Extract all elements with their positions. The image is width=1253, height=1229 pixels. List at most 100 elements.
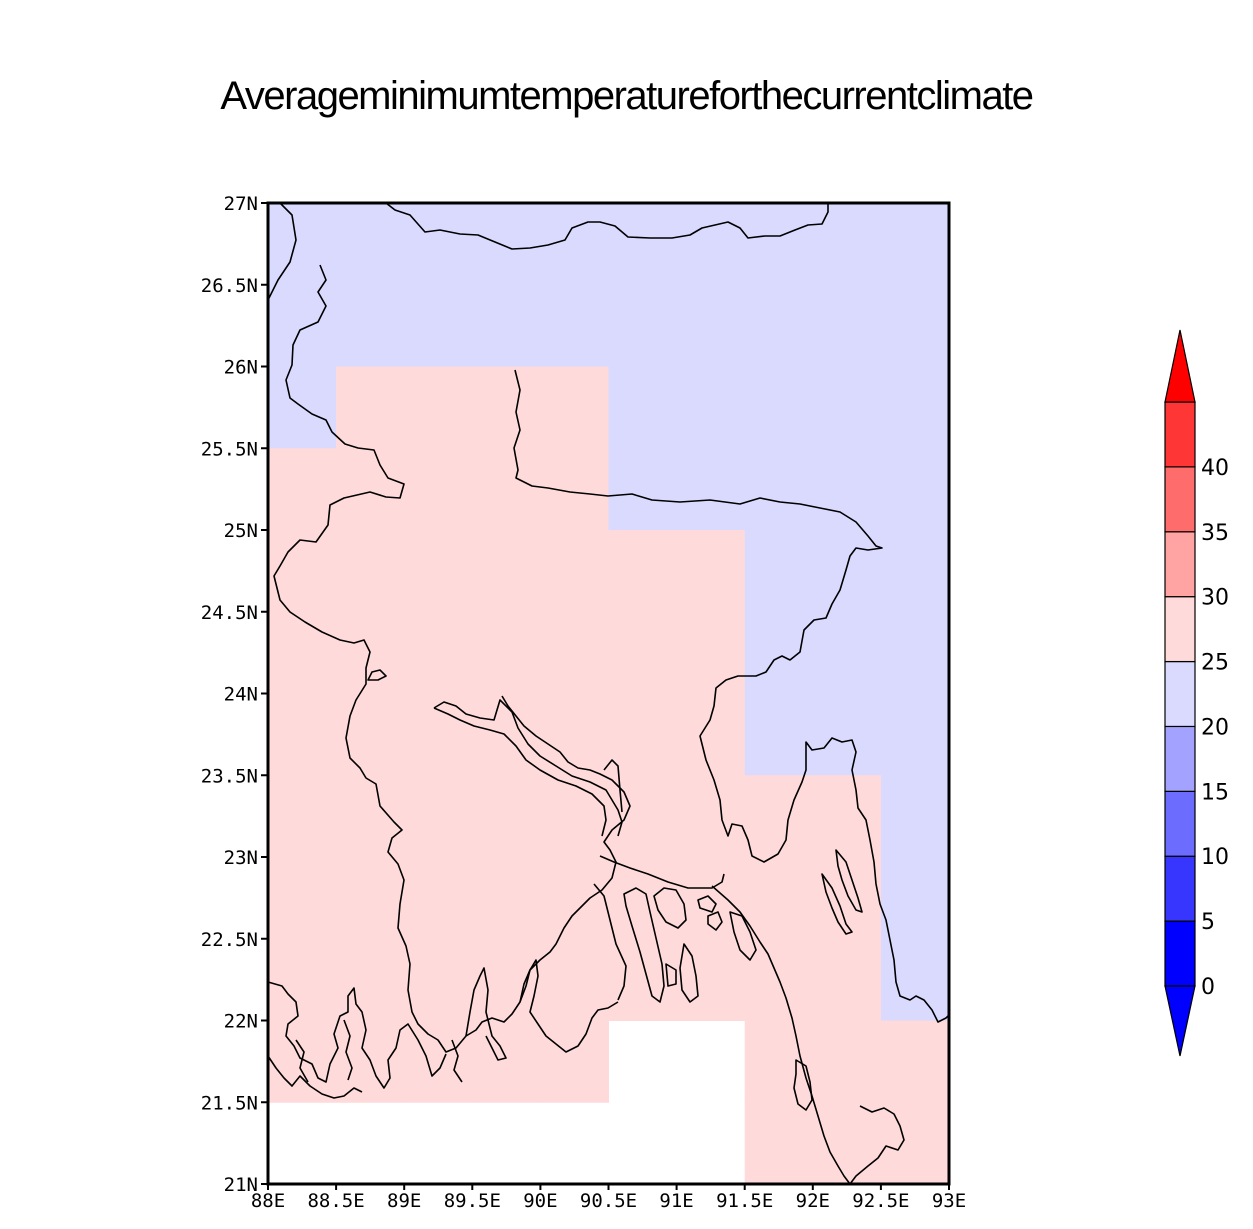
grid-cell (336, 857, 405, 940)
grid-cell (676, 203, 746, 286)
grid-cell (880, 203, 950, 286)
delta-island-4 (707, 911, 723, 931)
grid-cell (472, 611, 541, 694)
grid-cell (812, 1102, 882, 1185)
lat-tick-label: 27N (224, 193, 258, 215)
grid-cell (812, 611, 882, 694)
colorbar-label: 20 (1201, 715, 1229, 740)
hill-outline-2 (835, 849, 863, 913)
lon-tick-label: 89.5E (444, 1190, 501, 1212)
lat-tick-label: 26N (224, 357, 258, 379)
grid-cell (268, 448, 337, 531)
grid-cell (608, 611, 678, 694)
creek-2 (295, 1039, 309, 1083)
grid-cell (744, 448, 814, 531)
colorbar-under-arrow (1164, 985, 1196, 1057)
delta-island-2 (679, 943, 699, 1003)
grid-cell (880, 530, 950, 613)
grid-cell (472, 938, 541, 1021)
grid-cell (676, 366, 746, 449)
grid-cell (404, 938, 473, 1021)
lat-tick-label: 26.5N (201, 275, 258, 297)
lat-tick-label: 23.5N (201, 765, 258, 787)
grid-cell (336, 284, 405, 367)
grid-cell (812, 366, 882, 449)
lat-tick-label: 21N (224, 1174, 258, 1196)
coast-south-east (711, 885, 851, 1185)
grid-cell (608, 448, 678, 531)
grid-cell (404, 611, 473, 694)
grid-cell (336, 938, 405, 1021)
grid-cell (880, 284, 950, 367)
grid-cell (540, 1020, 609, 1103)
map-title: Averageminimumtemperatureforthecurrentcl… (220, 74, 1034, 118)
grid-cell (472, 530, 541, 613)
delta-channel-2 (623, 887, 665, 1003)
lat-tick-label: 24.5N (201, 602, 258, 624)
hill-outline-1 (821, 873, 853, 935)
lat-tick-label: 24N (224, 684, 258, 706)
delta-island-6 (665, 963, 677, 987)
grid-cell (812, 530, 882, 613)
grid-cell (540, 938, 609, 1021)
grid-cell (676, 693, 746, 776)
grid-cell (676, 448, 746, 531)
grid-cell (540, 530, 609, 613)
grid-cell (540, 775, 609, 858)
lat-tick-label: 22N (224, 1011, 258, 1033)
temperature-grid (268, 203, 950, 1185)
coast-sundarbans-3 (519, 959, 619, 1053)
colorbar-label: 10 (1201, 845, 1229, 870)
grid-cell (880, 448, 950, 531)
grid-cell (336, 775, 405, 858)
grid-cell (540, 693, 609, 776)
grid-cell (268, 775, 337, 858)
grid-cell (268, 693, 337, 776)
grid-cell (336, 203, 405, 286)
country-outline-east (513, 369, 951, 1023)
grid-cell (404, 284, 473, 367)
colorbar-segment (1164, 401, 1196, 468)
colorbar-label: 0 (1201, 975, 1215, 1000)
coast-sundarbans-2 (465, 967, 507, 1061)
grid-cell (540, 284, 609, 367)
grid-cell (404, 203, 473, 286)
grid-cell (744, 775, 814, 858)
lon-tick-label: 91E (659, 1190, 693, 1212)
colorbar-segment (1164, 531, 1196, 598)
grid-cell (336, 530, 405, 613)
grid-cell (812, 284, 882, 367)
lon-tick-label: 92.5E (852, 1190, 909, 1212)
delta-island-3 (697, 895, 717, 913)
lon-tick-label: 93E (932, 1190, 966, 1212)
grid-cell (744, 857, 814, 940)
grid-cell (608, 530, 678, 613)
lon-tick-label: 90E (523, 1190, 557, 1212)
grid-cell (608, 693, 678, 776)
grid-cell (880, 693, 950, 776)
grid-cell (608, 203, 678, 286)
colorbar-label: 35 (1201, 521, 1229, 546)
boundary-west-line (267, 202, 297, 301)
grid-cell (880, 366, 950, 449)
delta-island-5 (729, 911, 757, 961)
grid-cell (676, 775, 746, 858)
grid-cell (812, 203, 882, 286)
grid-cell (540, 366, 609, 449)
colorbar-label: 40 (1201, 456, 1229, 481)
lat-tick-label: 22.5N (201, 929, 258, 951)
colorbar-segment (1164, 596, 1196, 663)
lon-tick-label: 90.5E (580, 1190, 637, 1212)
grid-cell (336, 693, 405, 776)
grid-cell (472, 775, 541, 858)
grid-cell (744, 530, 814, 613)
colorbar-label: 15 (1201, 780, 1229, 805)
colorbar-over-arrow (1164, 329, 1196, 403)
grid-cell (676, 938, 746, 1021)
lat-tick-label: 25N (224, 520, 258, 542)
grid-cell (472, 203, 541, 286)
grid-cell (744, 284, 814, 367)
grid-cell (880, 1102, 950, 1185)
grid-cell (472, 1020, 541, 1103)
delta-island-1 (653, 887, 687, 929)
